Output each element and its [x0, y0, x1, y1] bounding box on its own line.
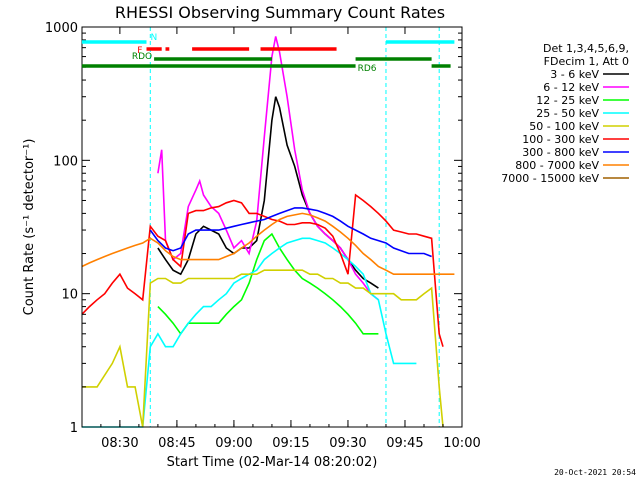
- x-tick-label: 08:45: [158, 436, 195, 451]
- series-line-8: [81, 212, 455, 275]
- legend-label: 300 - 800 keV: [522, 146, 599, 159]
- series-line-6: [81, 193, 444, 347]
- series-line-7: [149, 207, 432, 258]
- x-tick-label: 09:15: [272, 436, 309, 451]
- legend-label: 800 - 7000 keV: [515, 159, 599, 172]
- series-line-2: [157, 36, 379, 301]
- legend-label: 3 - 6 keV: [550, 68, 599, 81]
- chart-title: RHESSI Observing Summary Count Rates: [115, 3, 445, 22]
- y-tick-label: 1000: [45, 21, 78, 36]
- timestamp: 20-Oct-2021 20:54: [554, 468, 636, 477]
- legend: Det 1,3,4,5,6,9,FDecim 1, Att 03 - 6 keV…: [501, 42, 629, 185]
- series-line-5: [81, 269, 444, 428]
- x-axis-label: Start Time (02-Mar-14 08:20:02): [167, 455, 378, 470]
- legend-label: 12 - 25 keV: [536, 94, 599, 107]
- x-tick-label: 08:30: [101, 436, 138, 451]
- y-tick-label: 100: [53, 154, 78, 169]
- y-tick-label: 1: [70, 421, 78, 436]
- legend-label: 7000 - 15000 keV: [501, 172, 599, 185]
- flag-label: RD6: [358, 64, 377, 74]
- x-tick-label: 09:00: [215, 436, 252, 451]
- flag-label: N: [150, 33, 157, 43]
- series-line-4: [81, 237, 417, 428]
- flag-label: F: [137, 46, 142, 56]
- y-tick-label: 10: [61, 288, 78, 303]
- x-tick-label: 09:30: [329, 436, 366, 451]
- x-tick-label: 09:45: [386, 436, 423, 451]
- series-line-3: [157, 232, 379, 336]
- legend-header-line: Det 1,3,4,5,6,9,: [543, 42, 629, 55]
- legend-label: 25 - 50 keV: [536, 107, 599, 120]
- x-tick-label: 10:00: [443, 436, 480, 451]
- y-axis-label: Count Rate (s⁻¹ detector⁻¹): [22, 139, 37, 316]
- flag-label: RDO: [132, 52, 152, 62]
- legend-label: 50 - 100 keV: [529, 120, 599, 133]
- legend-header-line: FDecim 1, Att 0: [544, 55, 629, 68]
- legend-label: 100 - 300 keV: [522, 133, 599, 146]
- legend-label: 6 - 12 keV: [543, 81, 599, 94]
